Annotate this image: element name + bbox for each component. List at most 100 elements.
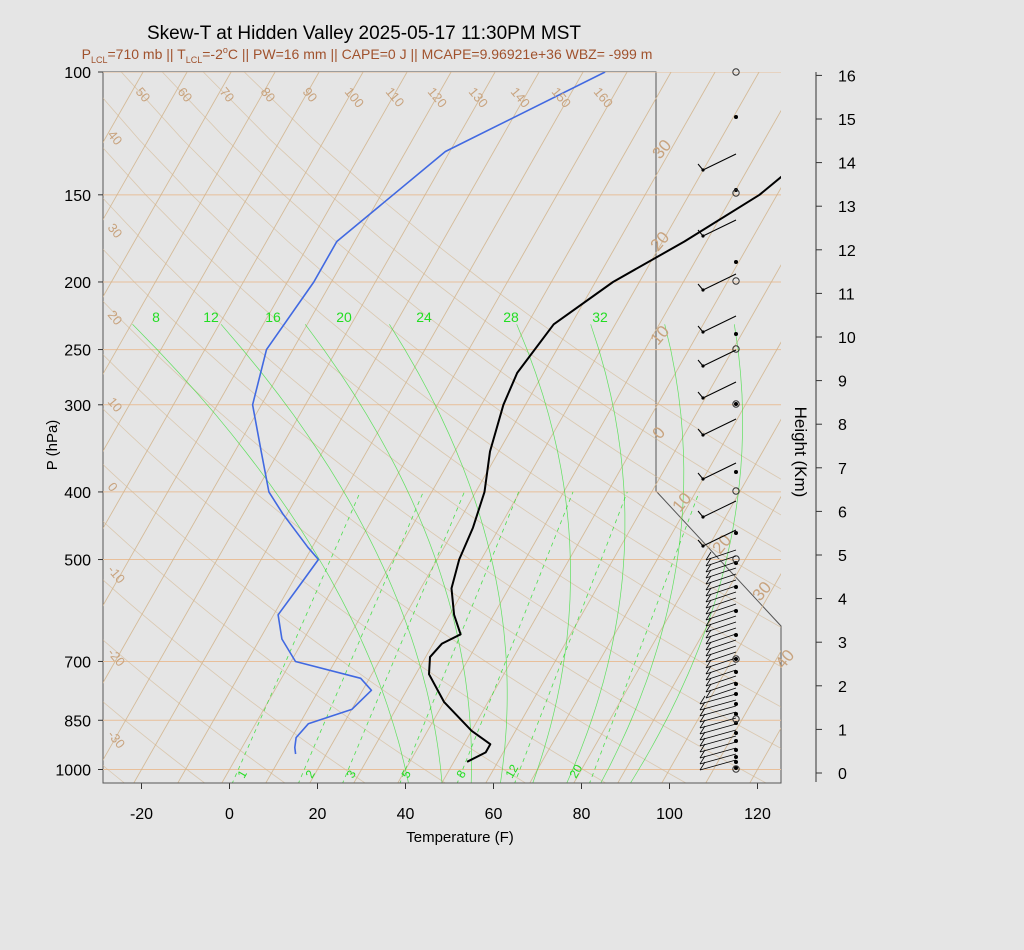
isotherm-line xyxy=(353,72,760,783)
wind-level-dot xyxy=(734,682,738,686)
height-axis-label: Height (Km) xyxy=(791,407,810,498)
wind-barb-end xyxy=(701,168,705,172)
wind-barb-shaft xyxy=(699,693,737,705)
height-tick-label: 4 xyxy=(838,592,847,609)
dry-adiabat xyxy=(103,639,286,783)
wind-barb-flag xyxy=(699,761,706,771)
wind-barb-flag xyxy=(705,659,712,669)
wind-barb-flag xyxy=(705,599,712,609)
wind-barb-flag xyxy=(699,731,706,741)
isotherm-label: -20 xyxy=(105,645,129,669)
isotherm-label: 110 xyxy=(383,84,408,110)
wind-level-dot xyxy=(734,260,738,264)
isotherm-line xyxy=(103,72,188,221)
isotherm-label: 30 xyxy=(649,136,676,163)
wind-barb-shaft xyxy=(699,753,737,765)
wind-level-dot xyxy=(734,115,738,119)
wind-barb-end xyxy=(701,234,705,238)
height-tick-label: 15 xyxy=(838,112,856,129)
wind-barb-flag xyxy=(705,593,712,603)
subtitle-t-lcl-value: =-2 xyxy=(202,46,223,62)
isotherm-line xyxy=(103,72,276,375)
temperature-tick-label: 120 xyxy=(744,806,771,823)
pressure-tick-label: 100 xyxy=(64,65,91,82)
temperature-line xyxy=(428,175,781,763)
wind-level-dot xyxy=(734,633,738,637)
isotherm-line xyxy=(177,72,584,783)
wind-barb-flag xyxy=(705,677,712,687)
pressure-tick-label: 300 xyxy=(64,398,91,415)
wind-barb-flag xyxy=(699,737,706,747)
wind-level-dot xyxy=(734,402,738,406)
mixing-ratio-line xyxy=(298,491,424,783)
wind-barb-flag xyxy=(699,749,706,759)
wind-barb-flag xyxy=(699,725,706,735)
mixing-ratio-line xyxy=(231,491,361,783)
temperature-tick-label: 80 xyxy=(573,806,591,823)
wind-level-dot xyxy=(734,531,738,535)
y-axis-label: P (hPa) xyxy=(44,420,61,471)
wind-level-dot xyxy=(734,760,738,764)
dry-adiabat xyxy=(103,197,781,708)
wind-barb-end xyxy=(701,515,705,519)
wind-level-dot xyxy=(734,766,738,770)
wind-barbs xyxy=(697,68,740,773)
mixing-ratio-label: 16 xyxy=(265,309,281,325)
wind-barb-shaft xyxy=(702,219,737,237)
isotherm-label: -10 xyxy=(105,562,129,586)
isotherm-line xyxy=(881,72,1024,784)
mixing-ratio-line xyxy=(399,491,520,783)
pressure-tick-label: 700 xyxy=(64,654,91,671)
wind-barb-flag xyxy=(705,605,712,615)
dry-adiabat xyxy=(103,300,767,783)
isotherm-label: 0 xyxy=(649,423,670,442)
wind-level-dot xyxy=(734,731,738,735)
wind-barb-shaft xyxy=(699,723,737,735)
wind-level-dot xyxy=(734,755,738,759)
wind-barb-flag xyxy=(705,611,712,621)
wind-barb-end xyxy=(701,477,705,481)
wind-barb-shaft xyxy=(705,687,737,699)
grid-lines xyxy=(103,72,1024,784)
sounding-profiles xyxy=(251,72,781,763)
wind-barb-shaft xyxy=(699,717,737,729)
pressure-tick-label: 850 xyxy=(64,713,91,730)
isotherm-line xyxy=(265,72,672,783)
height-tick-label: 11 xyxy=(838,286,855,303)
wind-barb-end xyxy=(701,288,705,292)
isotherm-line xyxy=(837,72,1024,784)
wind-barb-shaft xyxy=(699,711,737,723)
subtitle-t-lcl-sub: LCL xyxy=(186,55,203,65)
isotherm-label: 20 xyxy=(709,531,736,558)
wind-barb-flag xyxy=(699,695,706,705)
wind-barb-end xyxy=(701,396,705,400)
wind-barb-end xyxy=(701,544,705,548)
wind-barb-flag xyxy=(705,563,712,573)
isotherm-label: 10 xyxy=(669,489,696,516)
isotherm-line xyxy=(485,264,781,783)
wind-barb-flag xyxy=(699,707,706,717)
isotherm-label: 20 xyxy=(105,307,126,328)
wind-level-dot xyxy=(734,702,738,706)
wind-level-circle xyxy=(732,189,740,197)
chart-title: Skew-T at Hidden Valley 2025-05-17 11:30… xyxy=(147,23,581,44)
isotherm-line xyxy=(103,72,232,298)
subtitle-degree: o xyxy=(223,45,228,55)
height-tick-label: 16 xyxy=(838,68,856,85)
wind-barb-shaft xyxy=(702,381,737,399)
isotherm-line xyxy=(103,72,320,452)
isotherm-line xyxy=(221,72,628,783)
height-tick-label: 2 xyxy=(838,679,847,696)
isotherm-label: 100 xyxy=(342,84,367,110)
wind-barb-flag xyxy=(705,653,712,663)
pressure-tick-label: 400 xyxy=(64,485,91,502)
isotherm-line xyxy=(617,495,781,783)
isotherm-line xyxy=(103,72,408,607)
height-tick-label: 9 xyxy=(838,374,847,391)
mixing-ratio-label: 20 xyxy=(566,762,585,781)
mixing-ratio-label: 24 xyxy=(416,309,432,325)
wind-barb-flag xyxy=(699,713,706,723)
wind-level-circle xyxy=(732,400,740,408)
moist-adiabat xyxy=(304,324,472,783)
isotherm-line xyxy=(309,72,716,783)
